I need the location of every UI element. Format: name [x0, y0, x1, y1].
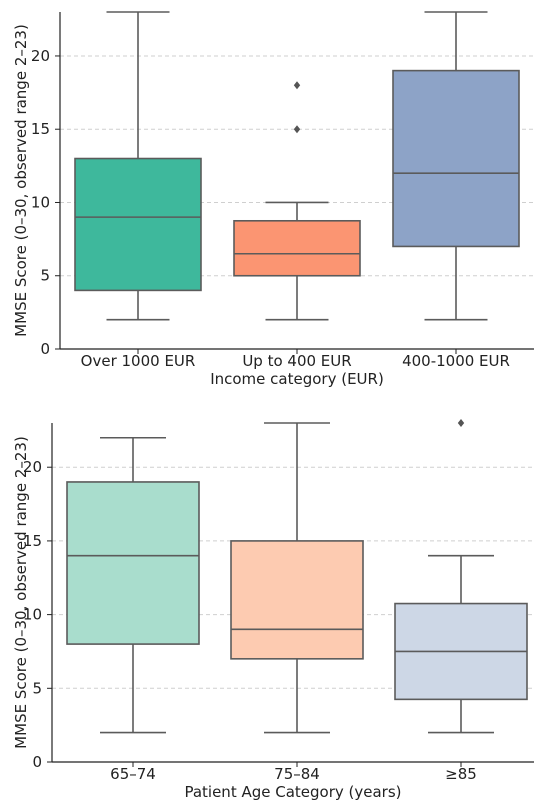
x-axis-label: Patient Age Category (years) [184, 783, 401, 801]
box-group [392, 11, 520, 321]
box-iqr [74, 157, 202, 292]
y-tick-label: 5 [40, 267, 50, 285]
x-tick-label: ≥85 [445, 765, 477, 783]
y-tick-label: 20 [31, 47, 50, 65]
outlier-point [293, 81, 301, 90]
outlier-point [293, 125, 301, 134]
y-tick-label: 10 [31, 193, 50, 211]
box-group [394, 419, 528, 734]
box-iqr [66, 481, 200, 645]
x-tick-label: Up to 400 EUR [242, 352, 351, 370]
y-tick-label: 5 [32, 679, 42, 697]
box-group [230, 422, 364, 734]
box-iqr [230, 540, 364, 660]
x-tick-label: Over 1000 EUR [81, 352, 196, 370]
box-group [74, 11, 202, 321]
x-tick-label: 65–74 [110, 765, 156, 783]
box-group [233, 81, 361, 321]
y-axis-label: MMSE Score (0–30, observed range 2–23) [12, 436, 30, 749]
y-tick-label: 15 [23, 532, 42, 550]
y-tick-label: 10 [23, 606, 42, 624]
x-axis-label: Income category (EUR) [210, 370, 384, 388]
box-iqr [392, 69, 520, 248]
y-tick-label: 20 [23, 458, 42, 476]
x-tick-label: 400-1000 EUR [402, 352, 510, 370]
y-axis-label: MMSE Score (0–30, observed range 2–23) [12, 24, 30, 337]
y-tick-label: 0 [40, 340, 50, 358]
box-group [66, 436, 200, 734]
y-tick-label: 15 [31, 120, 50, 138]
chart-panel-2: 0 5 10 15 20 65–74 75–84 ≥85 Patient Age Categor… [12, 419, 534, 801]
y-tick-label: 0 [32, 753, 42, 771]
box-iqr [233, 219, 361, 277]
chart-panel-1: 0 5 10 15 20 Over 1000 EUR Up to 400 EUR 400-10… [12, 11, 534, 388]
outlier-point [457, 419, 465, 427]
x-tick-label: 75–84 [274, 765, 320, 783]
